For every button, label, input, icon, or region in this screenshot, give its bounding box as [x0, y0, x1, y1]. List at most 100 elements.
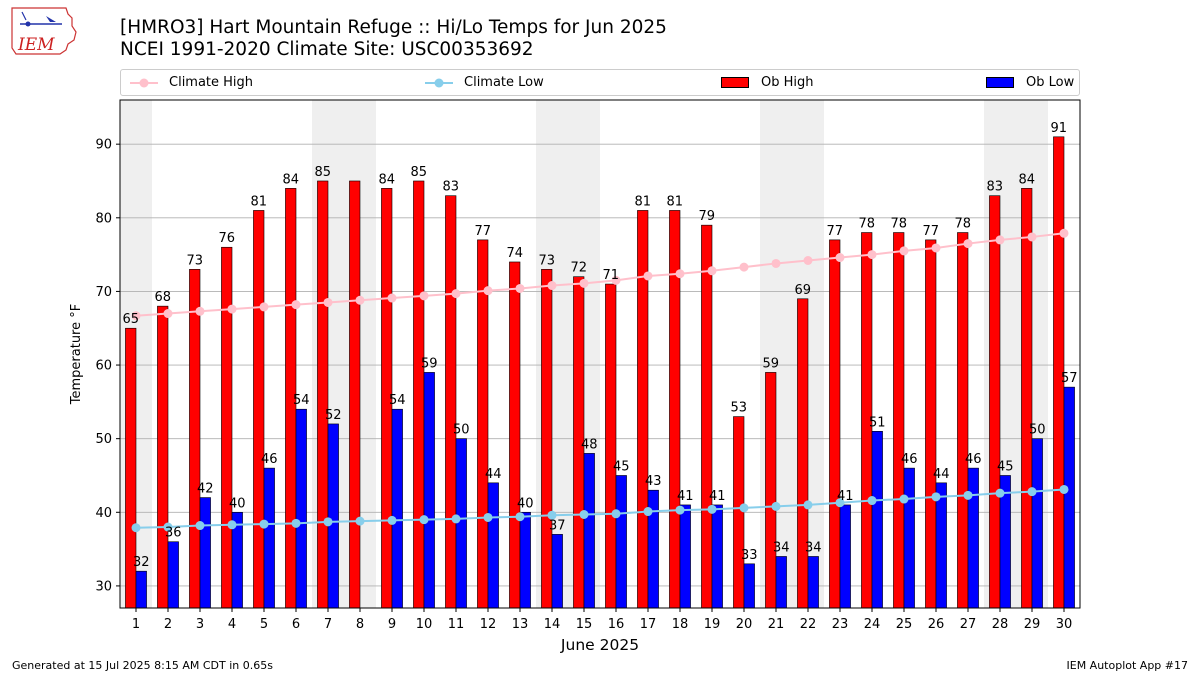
bar-ob-high [253, 210, 265, 609]
climate-low-point [771, 501, 781, 511]
y-tick-label: 70 [95, 285, 112, 300]
bar-ob-high [509, 261, 521, 609]
bar-ob-low [1063, 386, 1075, 609]
x-tick-label: 30 [1056, 617, 1073, 632]
climate-low-point [867, 496, 877, 506]
label-ob-low: 33 [741, 548, 758, 563]
climate-low-point [963, 490, 973, 500]
x-tick-label: 11 [448, 617, 465, 632]
label-ob-high: 85 [314, 165, 331, 180]
label-ob-low: 41 [677, 489, 694, 504]
label-ob-low: 51 [869, 415, 886, 430]
bar-ob-low [167, 541, 179, 609]
y-tick-label: 40 [95, 506, 112, 521]
bar-ob-low [679, 504, 691, 609]
bar-ob-low [775, 556, 787, 609]
climate-low-point [643, 507, 653, 517]
label-ob-low: 46 [901, 452, 918, 467]
legend-item-ob-high: Ob High [719, 74, 814, 91]
bar-ob-low [903, 467, 915, 609]
y-tick-label: 60 [95, 359, 112, 374]
climate-low-point [579, 509, 589, 519]
label-ob-low: 59 [421, 356, 438, 371]
label-ob-high: 85 [410, 165, 427, 180]
bar-ob-low [519, 511, 531, 609]
x-tick-label: 1 [132, 617, 140, 632]
label-ob-high: 84 [282, 172, 299, 187]
y-axis-label: Temperature °F [69, 304, 84, 405]
climate-high-point [483, 286, 493, 296]
bar-ob-low [455, 438, 467, 609]
climate-low-point [515, 512, 525, 522]
label-ob-high: 53 [730, 401, 747, 416]
x-axis-label: June 2025 [560, 636, 639, 654]
climate-low-point [451, 514, 461, 524]
x-tick-label: 23 [832, 617, 849, 632]
x-tick-label: 16 [608, 617, 625, 632]
label-ob-low: 52 [325, 408, 342, 423]
climate-low-point [675, 505, 685, 515]
bar-ob-low [935, 482, 947, 609]
climate-high-line [135, 232, 1065, 317]
climate-low-point [483, 512, 493, 522]
label-ob-low: 50 [453, 423, 470, 438]
label-ob-high: 81 [250, 194, 267, 209]
climate-low-point [899, 494, 909, 504]
bar-ob-high [349, 180, 361, 609]
bar-ob-low [807, 556, 819, 609]
climate-high-point [867, 250, 877, 260]
bar-ob-low [967, 467, 979, 609]
climate-low-point [931, 492, 941, 502]
bar-ob-high [989, 195, 1001, 609]
chart-subtitle: NCEI 1991-2020 Climate Site: USC00353692 [120, 39, 534, 60]
bar-ob-low [743, 563, 755, 609]
x-tick-label: 7 [324, 617, 332, 632]
x-tick-label: 2 [164, 617, 172, 632]
label-ob-high: 84 [1018, 172, 1035, 187]
x-tick-label: 19 [704, 617, 721, 632]
bar-ob-low [263, 467, 275, 609]
label-ob-low: 45 [997, 459, 1014, 474]
legend-item-ob-low: Ob Low [984, 74, 1074, 91]
climate-low-point [387, 515, 397, 525]
label-ob-high: 71 [602, 268, 619, 283]
label-ob-high: 72 [570, 261, 587, 276]
climate-low-point [163, 522, 173, 532]
y-tick-label: 50 [95, 432, 112, 447]
climate-high-point [291, 300, 301, 310]
x-tick-label: 20 [736, 617, 753, 632]
x-tick-label: 3 [196, 617, 204, 632]
bar-ob-high [189, 269, 201, 609]
label-ob-high: 59 [762, 356, 779, 371]
climate-low-point [227, 520, 237, 530]
x-tick-label: 15 [576, 617, 593, 632]
climate-high-point [611, 275, 621, 285]
climate-low-point [131, 523, 141, 533]
climate-low-point [547, 510, 557, 520]
bar-ob-low [583, 453, 595, 609]
label-ob-high: 81 [634, 194, 651, 209]
label-ob-high: 83 [986, 180, 1003, 195]
bar-ob-low [327, 423, 339, 609]
climate-high-point [1059, 228, 1069, 238]
bar-ob-high [637, 210, 649, 609]
x-tick-label: 21 [768, 617, 785, 632]
label-ob-low: 54 [293, 393, 310, 408]
climate-high-point [995, 235, 1005, 245]
climate-low-point [259, 519, 269, 529]
climate-high-point [227, 304, 237, 314]
bar-ob-high [605, 283, 617, 609]
label-ob-low: 40 [229, 496, 246, 511]
climate-low-line [135, 488, 1065, 529]
climate-high-point [547, 281, 557, 291]
x-tick-label: 10 [416, 617, 433, 632]
climate-high-point [771, 258, 781, 268]
x-tick-label: 5 [260, 617, 268, 632]
climate-high-point [899, 246, 909, 256]
legend-label: Ob Low [1026, 75, 1075, 90]
label-ob-low: 41 [837, 489, 854, 504]
climate-high-point [323, 297, 333, 307]
climate-low-point [195, 521, 205, 531]
footer-generated: Generated at 15 Jul 2025 8:15 AM CDT in … [12, 659, 273, 672]
bar-ob-low [551, 534, 563, 609]
